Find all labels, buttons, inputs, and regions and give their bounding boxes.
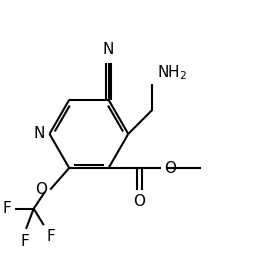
Text: NH$_2$: NH$_2$ bbox=[157, 63, 188, 82]
Text: O: O bbox=[36, 182, 47, 197]
Text: O: O bbox=[133, 194, 145, 209]
Text: F: F bbox=[3, 201, 11, 216]
Text: N: N bbox=[103, 43, 114, 57]
Text: O: O bbox=[164, 160, 176, 175]
Text: F: F bbox=[20, 234, 29, 249]
Text: F: F bbox=[47, 229, 56, 244]
Text: N: N bbox=[34, 126, 45, 142]
